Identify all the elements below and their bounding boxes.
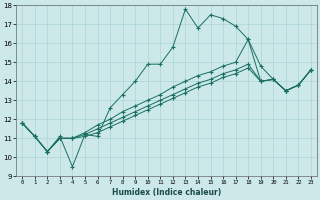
X-axis label: Humidex (Indice chaleur): Humidex (Indice chaleur) — [112, 188, 221, 197]
